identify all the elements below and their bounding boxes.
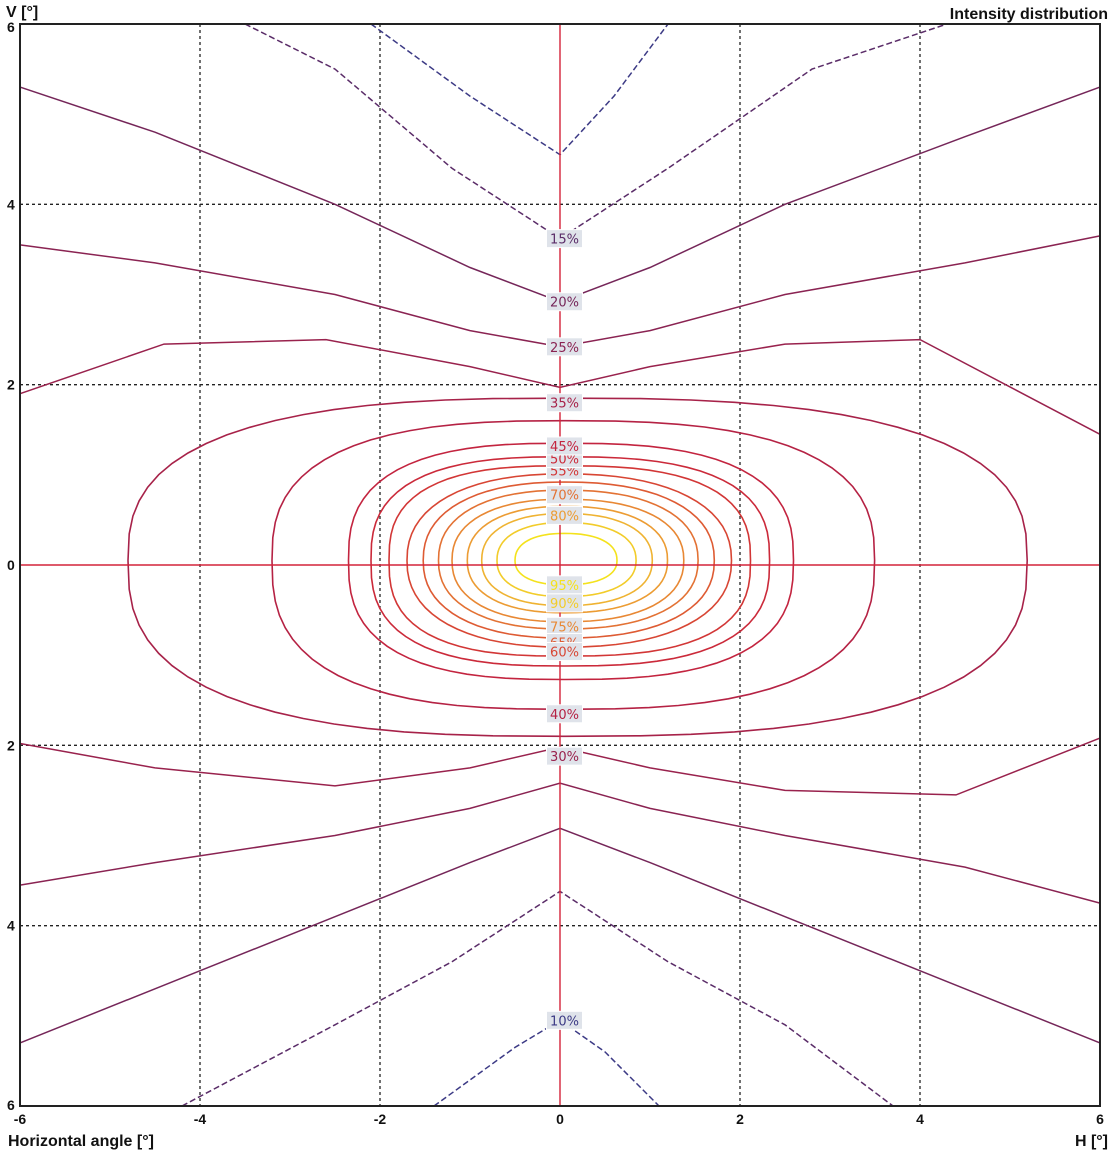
x-tick-label: -4 bbox=[194, 1111, 207, 1127]
contour-label-box bbox=[546, 436, 583, 456]
axis-tick-labels: -6 -4 -2 0 2 4 6 6 4 2 0 2 4 6 bbox=[7, 19, 1104, 1127]
contour-label-75: 75% bbox=[546, 616, 583, 636]
contour-label-text: 70% bbox=[550, 489, 579, 504]
contour-label-box bbox=[546, 642, 583, 662]
contour-label-40: 40% bbox=[546, 704, 583, 724]
x-tick-label: 6 bbox=[1096, 1111, 1104, 1127]
contour-label-text: 35% bbox=[550, 397, 579, 412]
contour-label-text: 90% bbox=[550, 597, 579, 612]
contour-label-35: 35% bbox=[546, 393, 583, 413]
x-tick-label: 4 bbox=[916, 1111, 924, 1127]
chart-title: Intensity distribution bbox=[950, 6, 1108, 23]
contour-line-35 bbox=[127, 397, 1029, 738]
contour-label-text: 40% bbox=[550, 708, 579, 723]
contour-label-box bbox=[546, 1010, 583, 1030]
contour-label-30: 30% bbox=[546, 746, 583, 766]
contour-line-40 bbox=[271, 419, 876, 711]
contour-label-text: 80% bbox=[550, 509, 579, 524]
contour-label-box bbox=[546, 505, 583, 525]
center-axes bbox=[20, 24, 1100, 1106]
contour-label-text: 75% bbox=[550, 620, 579, 635]
contour-label-text: 15% bbox=[550, 233, 579, 248]
contour-line-50 bbox=[370, 455, 771, 667]
contour-line-70 bbox=[437, 489, 699, 630]
contour-label-10: 10% bbox=[546, 1010, 583, 1030]
contour-label-box bbox=[546, 337, 583, 357]
contour-line-60 bbox=[406, 473, 733, 648]
contour-label-box bbox=[546, 485, 583, 505]
contour-label-text: 20% bbox=[550, 296, 579, 311]
y-tick-label: 6 bbox=[7, 1097, 15, 1113]
x-tick-label: 0 bbox=[556, 1111, 564, 1127]
contour-line-65 bbox=[422, 481, 716, 639]
contour-line-45 bbox=[347, 442, 795, 681]
contour-label-text: 25% bbox=[550, 341, 579, 356]
contour-line-10 bbox=[370, 23, 669, 156]
contour-labels: 95%90%80%75%70%65%60%55%50%45%40%35%30%2… bbox=[546, 229, 583, 1030]
contour-label-95: 95% bbox=[546, 575, 583, 595]
y-tick-label: 0 bbox=[7, 557, 15, 573]
contour-label-20: 20% bbox=[546, 292, 583, 312]
contour-label-box bbox=[546, 292, 583, 312]
x-tick-label: -2 bbox=[374, 1111, 387, 1127]
contour-label-text: 10% bbox=[550, 1014, 579, 1029]
contour-line-95 bbox=[514, 532, 618, 586]
x-axis-unit-label: H [°] bbox=[1075, 1133, 1108, 1150]
contour-line-75 bbox=[451, 498, 685, 623]
y-axis-label: V [°] bbox=[6, 4, 38, 21]
y-tick-label: 6 bbox=[7, 19, 15, 35]
x-tick-label: -6 bbox=[14, 1111, 27, 1127]
contour-label-25: 25% bbox=[546, 337, 583, 357]
contour-label-text: 30% bbox=[550, 750, 579, 765]
x-axis-label: Horizontal angle [°] bbox=[8, 1133, 154, 1150]
contour-line-10 bbox=[433, 1019, 660, 1107]
contour-label-text: 50% bbox=[550, 453, 579, 468]
contour-label-box bbox=[546, 704, 583, 724]
contour-label-box bbox=[546, 593, 583, 613]
y-tick-label: 2 bbox=[7, 737, 15, 753]
contour-line-55 bbox=[388, 464, 752, 657]
contour-label-text: 95% bbox=[550, 579, 579, 594]
contour-label-box bbox=[546, 229, 583, 249]
contour-label-text: 45% bbox=[550, 440, 579, 455]
contour-label-70: 70% bbox=[546, 485, 583, 505]
y-tick-label: 4 bbox=[7, 196, 15, 212]
contour-label-45: 45% bbox=[546, 436, 583, 456]
contour-line-15 bbox=[181, 890, 894, 1107]
contour-label-text: 60% bbox=[550, 646, 579, 661]
contour-label-60: 60% bbox=[546, 642, 583, 662]
y-tick-label: 4 bbox=[7, 918, 15, 934]
contour-line-85 bbox=[480, 512, 654, 607]
contour-label-box bbox=[546, 746, 583, 766]
contour-line-80 bbox=[466, 505, 669, 614]
contour-label-box bbox=[546, 393, 583, 413]
contour-label-90: 90% bbox=[546, 593, 583, 613]
contour-line-90 bbox=[496, 521, 637, 598]
contour-line-15 bbox=[244, 23, 948, 240]
x-tick-label: 2 bbox=[736, 1111, 744, 1127]
plot-frame bbox=[19, 23, 1101, 1107]
y-tick-label: 2 bbox=[7, 377, 15, 393]
contour-label-15: 15% bbox=[546, 229, 583, 249]
contour-label-80: 80% bbox=[546, 505, 583, 525]
